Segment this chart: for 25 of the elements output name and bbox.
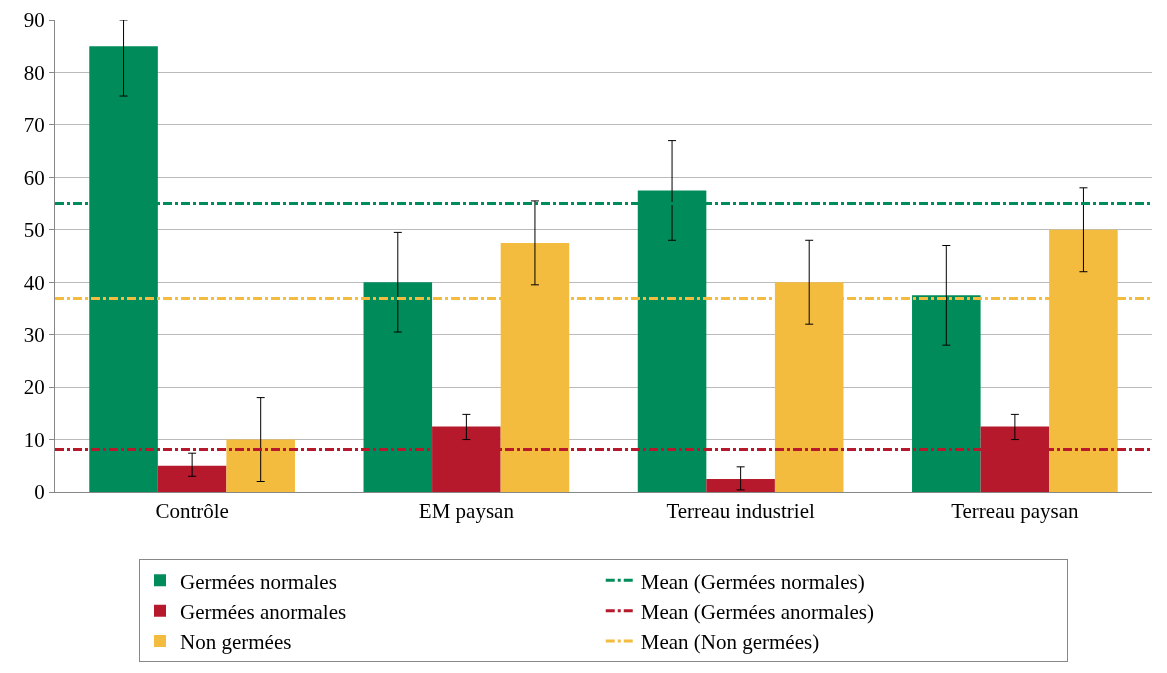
legend-label: Mean (Non germées) <box>640 630 820 655</box>
y-tick-label: 0 <box>34 480 45 505</box>
y-tick-label: 40 <box>23 270 45 295</box>
bar <box>706 478 775 492</box>
legend-label: Germées anormales <box>180 599 347 624</box>
y-tick-label: 70 <box>23 113 45 138</box>
bar <box>226 439 295 492</box>
bar <box>157 465 227 492</box>
x-tick-label: Contrôle <box>155 499 229 524</box>
legend-label: Mean (Germées normales) <box>640 569 865 594</box>
bar <box>912 295 981 492</box>
legend-label: Non germées <box>180 630 292 655</box>
y-tick-label: 20 <box>23 375 45 400</box>
y-tick-label: 90 <box>23 8 45 33</box>
legend-label: Germées normales <box>180 569 337 594</box>
y-tick-label: 30 <box>23 323 45 348</box>
x-tick-label: Terreau paysan <box>951 499 1080 524</box>
y-tick-label: 80 <box>23 60 45 85</box>
y-tick-label: 60 <box>23 165 45 190</box>
y-tick-label: 10 <box>23 427 45 452</box>
x-tick-label: Terreau industriel <box>666 499 815 524</box>
y-tick-label: 50 <box>23 218 45 243</box>
x-tick-label: EM paysan <box>418 499 515 524</box>
bar <box>363 282 433 492</box>
legend-label: Mean (Germées anormales) <box>640 599 874 624</box>
